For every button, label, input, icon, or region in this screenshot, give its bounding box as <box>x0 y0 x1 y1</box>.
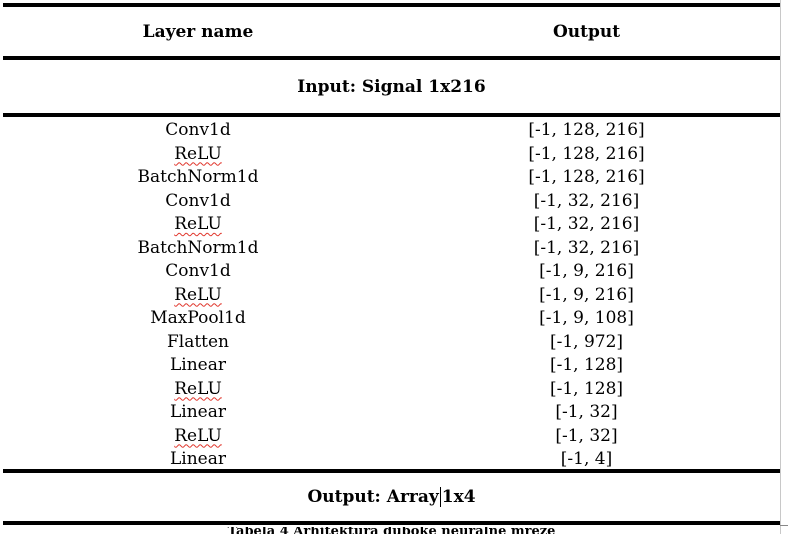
text-cursor <box>439 487 441 507</box>
table-row: ReLU [-1, 128] <box>3 378 780 402</box>
table-row: Flatten [-1, 972] <box>3 331 780 355</box>
layer-name-cell[interactable]: ReLU <box>3 284 393 308</box>
layer-name: Conv1d <box>165 120 231 140</box>
layer-name: BatchNorm1d <box>137 167 259 187</box>
table-row: ReLU [-1, 9, 216] <box>3 284 780 308</box>
output-shape: [-1, 128] <box>549 355 624 375</box>
table-row: Conv1d [-1, 9, 216] <box>3 260 780 284</box>
table-row: ReLU [-1, 32, 216] <box>3 213 780 237</box>
header-output: Output <box>552 22 621 42</box>
layer-name-cell[interactable]: Linear <box>3 354 393 378</box>
output-shape: [-1, 128, 216] <box>528 167 645 187</box>
output-shape: [-1, 32, 216] <box>533 190 640 211</box>
output-shape-cell[interactable]: [-1, 9, 108] <box>393 307 780 331</box>
layer-name-cell[interactable]: Flatten <box>3 331 393 355</box>
layer-name: Conv1d <box>165 190 231 211</box>
output-shape: [-1, 9, 108] <box>539 308 634 328</box>
output-shape: [-1, 9, 216] <box>539 284 634 305</box>
output-shape: [-1, 9, 216] <box>539 261 634 281</box>
output-shape-cell[interactable]: [-1, 128, 216] <box>393 119 780 143</box>
layer-name: Linear <box>170 355 226 375</box>
output-shape: [-1, 32] <box>555 425 618 446</box>
table-row: BatchNorm1d [-1, 32, 216] <box>3 237 780 261</box>
output-shape: [-1, 128, 216] <box>528 143 645 164</box>
layer-name-cell[interactable]: BatchNorm1d <box>3 237 393 261</box>
layer-name-cell[interactable]: Conv1d <box>3 119 393 143</box>
caption-text: Tabela 4 Arhitektura duboke neuralne mre… <box>228 527 556 534</box>
layer-name: ReLU <box>174 143 222 164</box>
input-rule <box>3 113 780 117</box>
layer-name: Conv1d <box>165 261 231 281</box>
output-shape: [-1, 32] <box>555 402 618 422</box>
output-row[interactable]: Output: Array 1x4 <box>3 473 780 521</box>
table-body: Conv1d [-1, 128, 216] ReLU [-1, 128, 216] Ba… <box>3 119 780 472</box>
table-row: Linear [-1, 4] <box>3 448 780 472</box>
layer-name-cell[interactable]: ReLU <box>3 213 393 237</box>
output-shape: [-1, 128] <box>549 378 624 399</box>
layer-name-cell[interactable]: ReLU <box>3 425 393 449</box>
table-caption[interactable]: Tabela 4 Arhitektura duboke neuralne mre… <box>3 527 780 534</box>
layer-name: Linear <box>170 402 226 422</box>
header-cell-output[interactable]: Output <box>393 8 780 56</box>
table-top-rule <box>3 3 780 7</box>
table-row: ReLU [-1, 32] <box>3 425 780 449</box>
output-shape-cell[interactable]: [-1, 32] <box>393 425 780 449</box>
output-shape-cell[interactable]: [-1, 9, 216] <box>393 260 780 284</box>
layer-name: MaxPool1d <box>150 308 246 328</box>
output-shape-cell[interactable]: [-1, 128, 216] <box>393 166 780 190</box>
input-row[interactable]: Input: Signal 1x216 <box>3 60 780 113</box>
output-shape-cell[interactable]: [-1, 9, 216] <box>393 284 780 308</box>
table-header-row: Layer name Output <box>3 8 780 56</box>
table-bottom-rule <box>3 521 780 525</box>
table-row: BatchNorm1d [-1, 128, 216] <box>3 166 780 190</box>
layer-name: ReLU <box>174 214 222 234</box>
layer-name-cell[interactable]: BatchNorm1d <box>3 166 393 190</box>
layer-name-cell[interactable]: MaxPool1d <box>3 307 393 331</box>
output-shape-cell[interactable]: [-1, 32, 216] <box>393 237 780 261</box>
output-shape: [-1, 128, 216] <box>528 120 645 140</box>
layer-name: ReLU <box>174 425 222 446</box>
output-row-shape: 1x4 <box>441 487 476 507</box>
layer-name: BatchNorm1d <box>137 237 259 258</box>
output-shape: [-1, 32, 216] <box>533 214 640 234</box>
table-row: Conv1d [-1, 128, 216] <box>3 119 780 143</box>
table-row: Linear [-1, 32] <box>3 401 780 425</box>
layer-name: ReLU <box>174 284 222 305</box>
layer-name-cell[interactable]: Conv1d <box>3 190 393 214</box>
output-shape-cell[interactable]: [-1, 4] <box>393 448 780 472</box>
output-shape-cell[interactable]: [-1, 972] <box>393 331 780 355</box>
header-cell-layer-name[interactable]: Layer name <box>3 8 393 56</box>
output-shape-cell[interactable]: [-1, 32, 216] <box>393 213 780 237</box>
output-shape-cell[interactable]: [-1, 128] <box>393 354 780 378</box>
table-row: Linear [-1, 128] <box>3 354 780 378</box>
body-rule <box>3 469 780 473</box>
layer-name: ReLU <box>174 378 222 399</box>
layer-name-cell[interactable]: ReLU <box>3 378 393 402</box>
output-shape: [-1, 32, 216] <box>533 237 640 258</box>
table-resize-marker[interactable] <box>780 525 788 526</box>
layer-name-cell[interactable]: Conv1d <box>3 260 393 284</box>
output-shape-cell[interactable]: [-1, 128, 216] <box>393 143 780 167</box>
layer-name-cell[interactable]: Linear <box>3 448 393 472</box>
output-row-label: Output: Array <box>307 487 439 507</box>
layer-name: Linear <box>170 449 226 469</box>
table-row: MaxPool1d [-1, 9, 108] <box>3 307 780 331</box>
output-shape-cell[interactable]: [-1, 32] <box>393 401 780 425</box>
output-shape-cell[interactable]: [-1, 32, 216] <box>393 190 780 214</box>
output-shape-cell[interactable]: [-1, 128] <box>393 378 780 402</box>
header-layer-name: Layer name <box>142 22 254 42</box>
layer-name: Flatten <box>166 331 230 352</box>
output-shape: [-1, 972] <box>549 331 624 352</box>
page-edge-marker <box>780 0 781 534</box>
input-row-text: Input: Signal 1x216 <box>297 76 486 97</box>
output-shape: [-1, 4] <box>560 449 613 469</box>
layer-name-cell[interactable]: ReLU <box>3 143 393 167</box>
header-rule <box>3 56 780 60</box>
table-row: ReLU [-1, 128, 216] <box>3 143 780 167</box>
layer-name-cell[interactable]: Linear <box>3 401 393 425</box>
table-row: Conv1d [-1, 32, 216] <box>3 190 780 214</box>
